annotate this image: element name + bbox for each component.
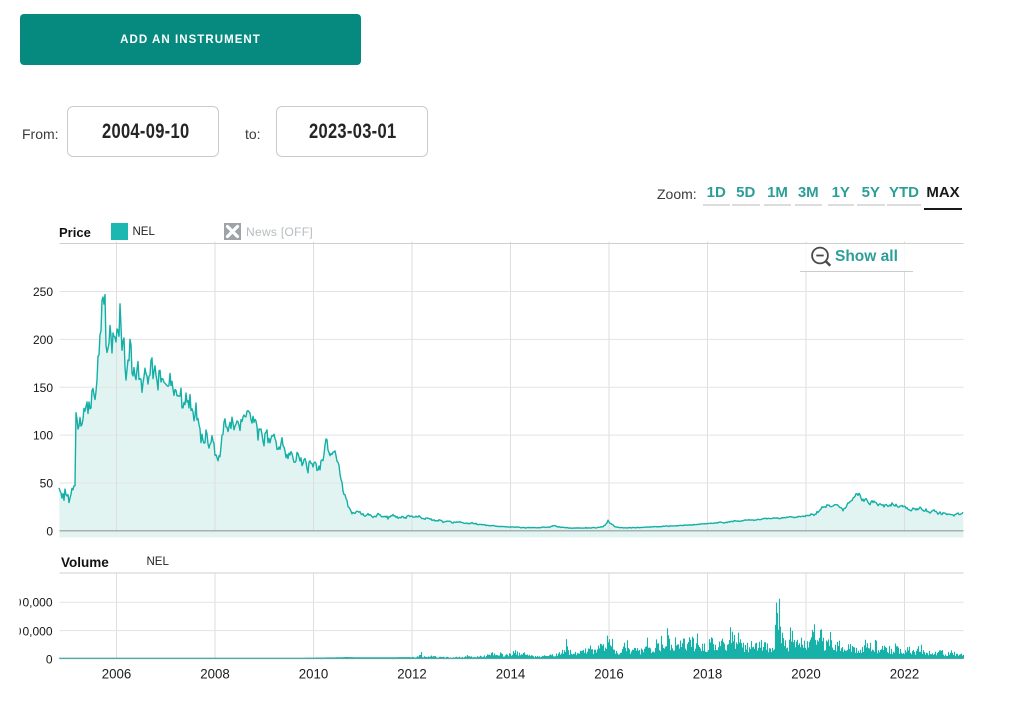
svg-text:2016: 2016 xyxy=(594,667,624,682)
svg-text:2022: 2022 xyxy=(890,667,920,682)
svg-text:0: 0 xyxy=(15,625,22,639)
svg-text:2020: 2020 xyxy=(791,667,821,682)
svg-text:2010: 2010 xyxy=(299,667,329,682)
svg-text:2006: 2006 xyxy=(102,667,132,682)
svg-text:2014: 2014 xyxy=(496,667,526,682)
svg-text:2018: 2018 xyxy=(693,667,723,682)
svg-text:200: 200 xyxy=(33,333,53,347)
svg-text:0,000: 0,000 xyxy=(22,625,52,639)
svg-text:250: 250 xyxy=(33,285,53,299)
svg-text:50: 50 xyxy=(40,477,54,491)
svg-text:2008: 2008 xyxy=(200,667,230,682)
svg-text:0,000: 0,000 xyxy=(22,596,52,610)
svg-text:0: 0 xyxy=(46,524,53,538)
svg-text:150: 150 xyxy=(33,381,53,395)
svg-text:100: 100 xyxy=(33,429,53,443)
svg-text:0: 0 xyxy=(15,596,22,610)
svg-text:0: 0 xyxy=(46,653,53,667)
svg-text:2012: 2012 xyxy=(397,667,427,682)
